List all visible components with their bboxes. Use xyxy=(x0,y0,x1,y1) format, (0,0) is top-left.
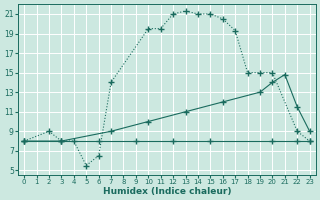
X-axis label: Humidex (Indice chaleur): Humidex (Indice chaleur) xyxy=(103,187,231,196)
